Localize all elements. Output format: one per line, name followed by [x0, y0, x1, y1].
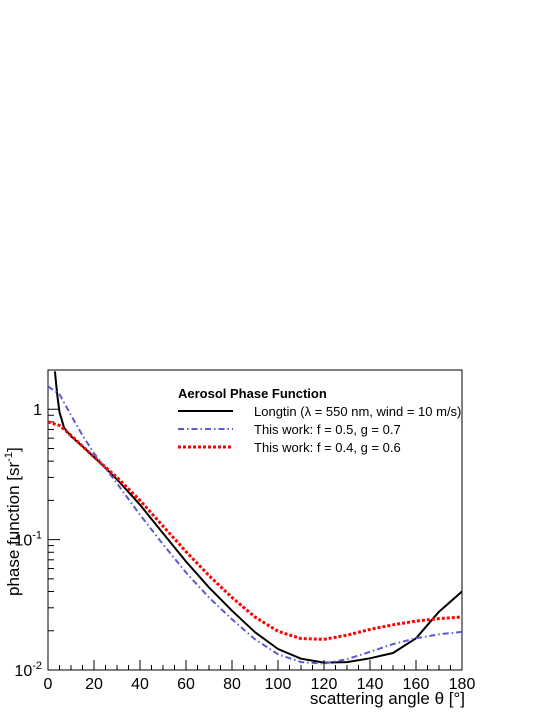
legend: Aerosol Phase Function Longtin (λ = 550 …	[178, 386, 461, 455]
x-tick-label: 120	[311, 676, 338, 693]
legend-title: Aerosol Phase Function	[178, 386, 327, 401]
legend-label-2: This work: f = 0.5, g = 0.7	[254, 422, 401, 437]
y-axis-title-close: ]	[4, 447, 23, 452]
y-tick-label-base: 10	[14, 533, 32, 550]
x-tick-label: 100	[265, 676, 292, 693]
y-tick-label: 10-2	[14, 660, 42, 680]
x-tick-label: 20	[85, 676, 103, 693]
y-tick-label-exponent: -1	[32, 530, 42, 542]
y-axis-title: phase function [sr-1]	[3, 447, 23, 596]
series-line-2	[47, 385, 463, 665]
series-layer	[47, 371, 463, 665]
y-axis-title-main: phase function [sr	[4, 461, 23, 596]
x-tick-label: 80	[223, 676, 241, 693]
y-tick-label-base: 10	[14, 663, 32, 680]
x-axis-title: scattering angle θ [°]	[310, 689, 465, 708]
y-tick-label-base: 1	[33, 402, 42, 419]
series-line-1	[53, 371, 463, 664]
y-axis-title-exponent: -1	[3, 452, 15, 462]
y-tick-label-exponent: -2	[32, 660, 42, 672]
series-line-3	[47, 420, 463, 641]
legend-label-1: Longtin (λ = 550 nm, wind = 10 m/s)	[254, 404, 461, 419]
x-tick-label: 160	[403, 676, 430, 693]
x-tick-label: 0	[44, 676, 53, 693]
x-tick-label: 140	[357, 676, 384, 693]
y-tick-label: 10-1	[14, 530, 42, 550]
legend-label-3: This work: f = 0.4, g = 0.6	[254, 440, 401, 455]
x-tick-label: 40	[131, 676, 149, 693]
x-tick-label: 60	[177, 676, 195, 693]
y-tick-label: 1	[33, 402, 42, 419]
x-tick-label: 180	[449, 676, 476, 693]
